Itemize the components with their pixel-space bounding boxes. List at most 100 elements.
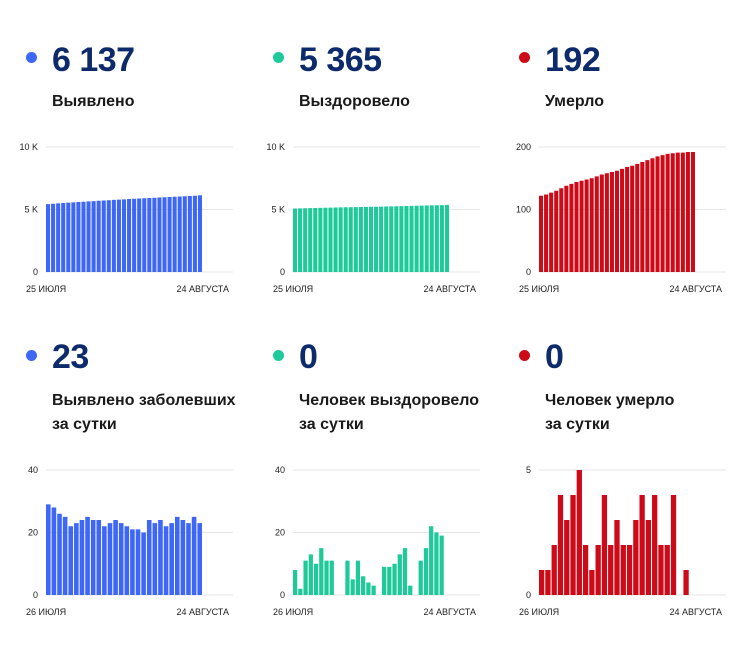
y-tick-label: 0 [33, 267, 38, 277]
bar [418, 560, 423, 595]
stat-label-line: за сутки [299, 416, 364, 433]
bar [345, 560, 350, 595]
stat-label-line: Умерло [545, 93, 604, 110]
stat-value: 23 [52, 338, 89, 376]
bar [574, 182, 579, 272]
bar [658, 545, 664, 595]
y-tick-label: 40 [275, 465, 285, 475]
bar [620, 545, 626, 595]
bar [68, 526, 74, 595]
bar [187, 196, 192, 272]
bar [549, 192, 554, 272]
bar [157, 197, 162, 272]
series-dot [273, 350, 284, 361]
bar [397, 554, 402, 595]
stat-label-line: Человек выздоровело [299, 392, 480, 409]
bar [328, 207, 333, 272]
bar [363, 206, 368, 272]
bar [71, 202, 76, 272]
bar [419, 205, 424, 272]
y-tick-label: 0 [280, 590, 285, 600]
bar [124, 526, 130, 595]
y-tick-label: 0 [526, 267, 531, 277]
bar [358, 207, 363, 272]
bar [163, 526, 169, 595]
bar [343, 207, 348, 272]
bar [368, 206, 374, 272]
y-tick-label: 5 K [271, 205, 285, 215]
bar [675, 152, 680, 272]
x-end-label: 24 АВГУСТА [669, 607, 722, 617]
bar [640, 162, 645, 272]
bar [423, 548, 429, 595]
card-deaths-total: 192 Умерло 0 100 200 25 ИЮЛЯ 24 АВГУСТА [516, 40, 751, 350]
bar [429, 205, 434, 272]
bar [424, 205, 429, 272]
x-start-label: 26 ИЮЛЯ [26, 607, 66, 617]
bar [197, 523, 202, 595]
bar [554, 190, 559, 272]
bar [298, 208, 303, 272]
bar [620, 168, 625, 272]
bar [544, 194, 549, 272]
bar [680, 152, 685, 272]
bar [582, 545, 589, 595]
bar [313, 208, 318, 272]
bar [439, 205, 444, 272]
bar [101, 200, 106, 272]
bar [570, 495, 576, 595]
series-dot [519, 52, 530, 63]
bar [57, 513, 62, 595]
bar [434, 205, 439, 272]
bar [361, 576, 366, 595]
bar [333, 207, 338, 272]
bar [639, 495, 645, 595]
bar [127, 199, 132, 272]
stat-value: 0 [299, 338, 318, 376]
bar [158, 520, 163, 595]
bar [66, 202, 71, 272]
bar [557, 495, 564, 595]
bar [652, 495, 658, 595]
bar [177, 196, 182, 272]
bar [371, 585, 376, 595]
bar [655, 156, 660, 272]
stat-value: 6 137 [52, 41, 135, 79]
card-recovered-total: 5 365 Выздоровело 0 5 K 10 K 25 ИЮЛЯ 24 АВГУ… [266, 40, 513, 350]
bar [660, 155, 665, 272]
chart-deaths-daily: 0 5 26 ИЮЛЯ 24 АВГУСТА [519, 465, 726, 617]
x-start-label: 25 ИЮЛЯ [273, 284, 313, 294]
bar [670, 153, 675, 272]
bar [146, 520, 152, 595]
bar [392, 563, 397, 595]
bar [51, 507, 57, 595]
x-end-label: 24 АВГУСТА [423, 284, 476, 294]
stat-value: 192 [545, 41, 601, 79]
series-dot [273, 52, 284, 63]
bar [61, 203, 66, 272]
bar [576, 470, 582, 595]
bar [690, 152, 695, 272]
bar [191, 516, 197, 595]
series-dot [519, 350, 530, 361]
bar [683, 570, 689, 595]
chart-recovered-total: 0 5 K 10 K 25 ИЮЛЯ 24 АВГУСТА [266, 142, 480, 294]
x-end-label: 24 АВГУСТА [176, 607, 229, 617]
y-tick-label: 200 [516, 142, 531, 152]
bar [192, 195, 197, 272]
bar [608, 545, 614, 595]
y-tick-label: 20 [275, 528, 285, 538]
bar [594, 176, 599, 272]
bar [162, 197, 167, 272]
stat-label-line: за сутки [545, 416, 610, 433]
x-end-label: 24 АВГУСТА [423, 607, 476, 617]
bar [329, 560, 334, 595]
y-tick-label: 0 [280, 267, 285, 277]
stat-label-line: за сутки [52, 416, 117, 433]
bar [142, 198, 147, 272]
bar [630, 165, 635, 272]
bar [152, 523, 158, 595]
chart-detected-total: 0 5 K 10 K 25 ИЮЛЯ 24 АВГУСТА [19, 142, 233, 294]
bar [348, 207, 353, 272]
stat-label: Человек умерло за сутки [545, 389, 674, 437]
